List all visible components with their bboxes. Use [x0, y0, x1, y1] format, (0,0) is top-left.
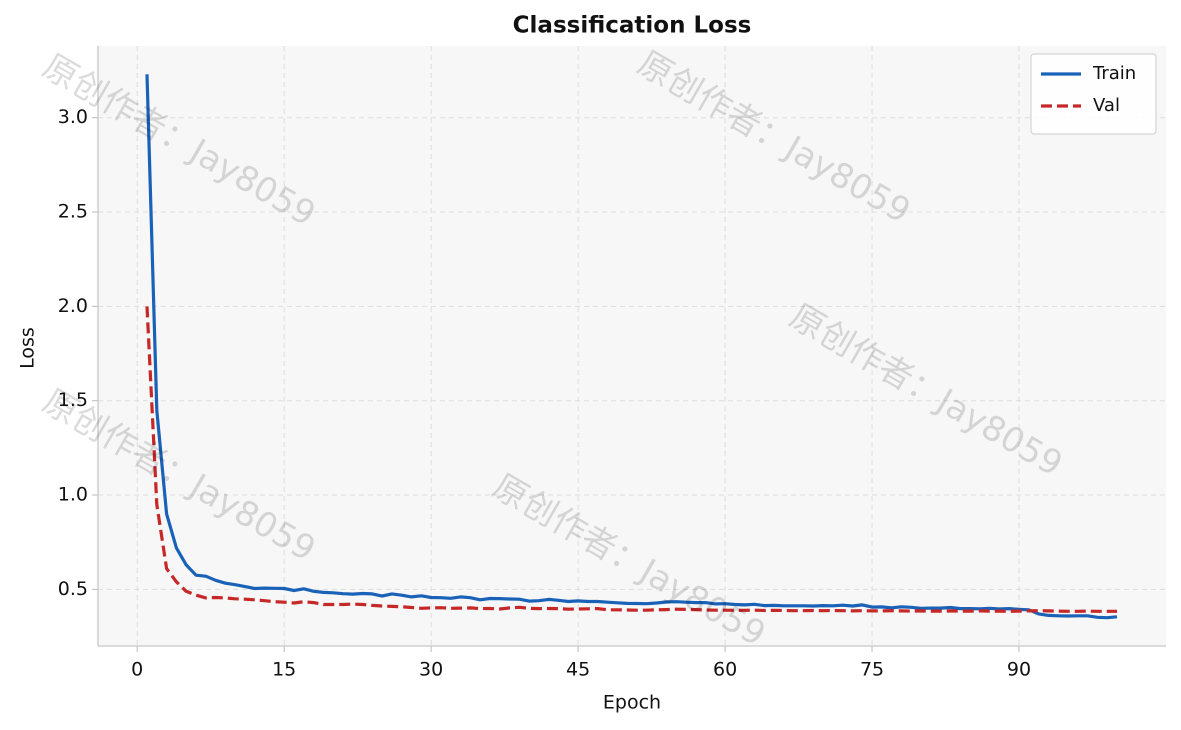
y-tick-label: 0.5	[58, 578, 88, 600]
x-tick-label: 0	[131, 659, 143, 681]
y-tick-label: 1.5	[58, 389, 88, 411]
plot-area	[98, 46, 1166, 646]
y-tick-label: 1.0	[58, 484, 88, 506]
y-tick-label: 2.5	[58, 201, 88, 223]
legend-label: Train	[1092, 63, 1136, 84]
x-tick-label: 60	[713, 659, 737, 681]
x-tick-label: 45	[566, 659, 590, 681]
series-line	[145, 306, 1117, 613]
y-tick-label: 3.0	[58, 106, 88, 128]
legend-label: Val	[1093, 95, 1120, 116]
x-tick-label: 75	[860, 659, 884, 681]
plot: 0.5 1.0 1.5 2.0 2.5 3.0 0 15 30 45 60 75 90 Train Val	[58, 46, 1166, 681]
series-line	[145, 74, 1118, 620]
x-tick-label: 90	[1007, 659, 1031, 681]
y-tick-label: 2.0	[58, 295, 88, 317]
y-axis-label: Loss	[17, 327, 39, 369]
chart-title: Classification Loss	[513, 13, 752, 39]
x-axis-label: Epoch	[603, 692, 661, 714]
x-tick-label: 30	[419, 659, 443, 681]
x-tick-label: 15	[272, 659, 296, 681]
